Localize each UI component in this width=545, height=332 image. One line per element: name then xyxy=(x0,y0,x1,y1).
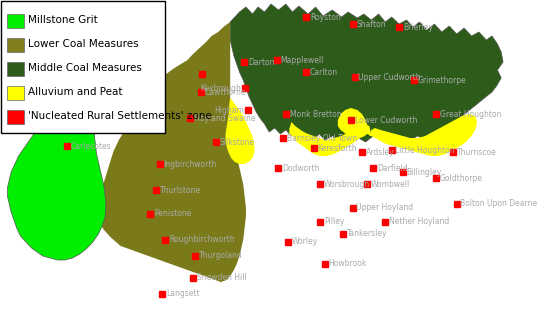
Text: Keresforth: Keresforth xyxy=(317,143,357,152)
Text: Middle Coal Measures: Middle Coal Measures xyxy=(28,63,142,73)
Bar xyxy=(8,110,24,124)
Text: Brierley: Brierley xyxy=(403,23,433,32)
Polygon shape xyxy=(289,122,365,156)
Text: Darfield: Darfield xyxy=(377,163,408,173)
Text: Snowden Hill: Snowden Hill xyxy=(197,274,246,283)
Text: Lower Coal Measures: Lower Coal Measures xyxy=(28,39,138,49)
Polygon shape xyxy=(230,4,503,144)
Text: Howbrook: Howbrook xyxy=(329,260,367,269)
Text: Grimethorpe: Grimethorpe xyxy=(417,75,467,85)
Text: Silkstone: Silkstone xyxy=(220,137,255,146)
Bar xyxy=(8,62,24,76)
Text: Carlecotes: Carlecotes xyxy=(70,141,111,150)
Polygon shape xyxy=(98,22,246,282)
Text: Barnsley Old Town: Barnsley Old Town xyxy=(287,133,357,142)
Text: Cawthorne: Cawthorne xyxy=(205,88,247,97)
Text: Carlton: Carlton xyxy=(310,67,338,76)
Polygon shape xyxy=(226,98,255,164)
Text: Ingbirchworth: Ingbirchworth xyxy=(164,159,217,169)
Text: Higham: Higham xyxy=(214,106,244,115)
Text: Millstone Grit: Millstone Grit xyxy=(28,15,98,25)
Text: Monk Bretton: Monk Bretton xyxy=(289,110,341,119)
Text: Penistone: Penistone xyxy=(154,209,191,218)
Text: Kexbrough: Kexbrough xyxy=(201,84,241,93)
Text: Thurnscoe: Thurnscoe xyxy=(457,147,496,156)
Text: Nether Hoyland: Nether Hoyland xyxy=(389,217,449,226)
Text: Upper Cudworth: Upper Cudworth xyxy=(358,72,421,81)
Text: Roughbirchworth: Roughbirchworth xyxy=(169,235,234,244)
Text: Bolton Upon Dearne: Bolton Upon Dearne xyxy=(461,200,537,208)
Polygon shape xyxy=(289,124,371,154)
Text: Alluvium and Peat: Alluvium and Peat xyxy=(28,87,122,97)
Text: Little Houghton: Little Houghton xyxy=(396,145,455,154)
Text: Upper Hoyland: Upper Hoyland xyxy=(356,204,414,212)
FancyBboxPatch shape xyxy=(1,1,165,133)
Text: Wombwell: Wombwell xyxy=(371,180,410,189)
Text: Langsett: Langsett xyxy=(166,290,200,298)
Text: Dodworth: Dodworth xyxy=(282,163,320,173)
Text: Thurlstone: Thurlstone xyxy=(160,186,201,195)
Polygon shape xyxy=(8,74,111,260)
Text: Shafton: Shafton xyxy=(356,20,386,29)
Bar xyxy=(8,38,24,52)
Text: Darton: Darton xyxy=(248,57,274,66)
Text: Lower Cudworth: Lower Cudworth xyxy=(355,116,417,124)
Polygon shape xyxy=(338,108,367,138)
Text: Pilley: Pilley xyxy=(324,217,344,226)
Text: Tankersley: Tankersley xyxy=(347,229,387,238)
Text: Royston: Royston xyxy=(310,13,341,22)
Text: High Hoyland: High Hoyland xyxy=(95,69,147,78)
Text: Thurgoland: Thurgoland xyxy=(198,252,243,261)
Bar xyxy=(8,14,24,28)
Polygon shape xyxy=(370,114,477,156)
Bar xyxy=(8,86,24,100)
Text: Billingley: Billingley xyxy=(407,168,442,177)
Text: Hoyland Swaine: Hoyland Swaine xyxy=(194,114,256,123)
Text: 'Nucleated Rural Settlements' zone: 'Nucleated Rural Settlements' zone xyxy=(28,111,211,121)
Text: Goldthorpe: Goldthorpe xyxy=(440,174,483,183)
Text: Great Houghton: Great Houghton xyxy=(440,110,501,119)
Text: Ardsley: Ardsley xyxy=(366,147,395,156)
Text: Worsbrough: Worsbrough xyxy=(324,180,370,189)
Text: Mapplewell: Mapplewell xyxy=(280,55,324,64)
Text: Worley: Worley xyxy=(292,237,318,246)
